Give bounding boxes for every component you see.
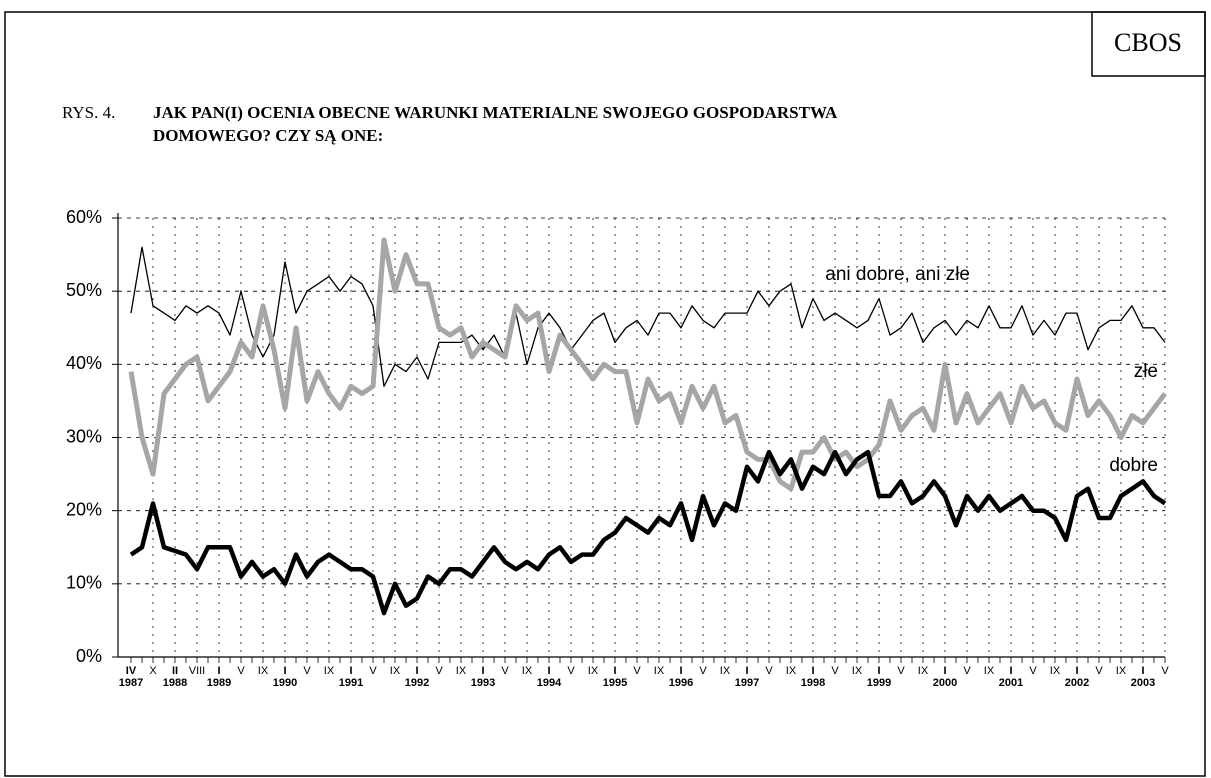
x-tick-label: V — [237, 665, 245, 677]
x-tick-label: IX — [984, 665, 995, 677]
x-tick-label: V — [435, 665, 443, 677]
year-label: 1991 — [339, 677, 363, 689]
x-tick-label: I — [415, 665, 418, 677]
badge-box — [1091, 11, 1206, 77]
x-tick-label: VIII — [189, 665, 206, 677]
x-tick-label: V — [303, 665, 311, 677]
x-tick-label: I — [943, 665, 946, 677]
x-tick-label: I — [745, 665, 748, 677]
x-tick-label: IX — [588, 665, 599, 677]
x-tick-label: I — [1009, 665, 1012, 677]
x-tick-label: V — [1095, 665, 1103, 677]
year-label: 1997 — [735, 677, 759, 689]
x-tick-label: IX — [720, 665, 731, 677]
x-tick-label: X — [149, 665, 157, 677]
x-tick-label: V — [501, 665, 509, 677]
x-tick-label: I — [349, 665, 352, 677]
year-label: 1989 — [207, 677, 231, 689]
series-label: złe — [1134, 361, 1158, 382]
y-tick-label: 20% — [66, 499, 102, 519]
y-tick-label: 10% — [66, 573, 102, 593]
x-tick-label: I — [679, 665, 682, 677]
series-label: ani dobre, ani złe — [825, 264, 970, 285]
x-tick-label: I — [811, 665, 814, 677]
x-tick-label: IV — [126, 665, 137, 677]
x-tick-label: IX — [786, 665, 797, 677]
x-tick-label: V — [963, 665, 971, 677]
x-tick-label: I — [1075, 665, 1078, 677]
x-tick-label: I — [217, 665, 220, 677]
year-label: 2001 — [999, 677, 1023, 689]
series-line — [130, 246, 1166, 387]
page-frame — [4, 11, 1206, 777]
x-tick-label: V — [897, 665, 905, 677]
year-label: 1996 — [669, 677, 693, 689]
x-tick-label: I — [1141, 665, 1144, 677]
x-tick-label: I — [613, 665, 616, 677]
year-label: 1992 — [405, 677, 429, 689]
x-tick-label: I — [283, 665, 286, 677]
x-tick-label: I — [877, 665, 880, 677]
figure-prefix: RYS. 4. — [62, 103, 115, 122]
title-line: DOMOWEGO? CZY SĄ ONE: — [153, 126, 383, 145]
y-tick-label: 60% — [66, 207, 102, 227]
x-tick-label: I — [547, 665, 550, 677]
year-label: 1987 — [119, 677, 143, 689]
x-tick-label: V — [1161, 665, 1169, 677]
x-tick-label: I — [481, 665, 484, 677]
series-label: dobre — [1109, 455, 1158, 476]
x-tick-label: IX — [522, 665, 533, 677]
y-tick-label: 40% — [66, 353, 102, 373]
title-line: JAK PAN(I) OCENIA OBECNE WARUNKI MATERIA… — [153, 103, 838, 122]
year-label: 2003 — [1131, 677, 1155, 689]
y-tick-label: 50% — [66, 280, 102, 300]
y-tick-label: 0% — [76, 646, 102, 666]
series-line — [128, 237, 1167, 492]
x-tick-label: V — [633, 665, 641, 677]
x-tick-label: II — [172, 665, 178, 677]
x-tick-label: IX — [852, 665, 863, 677]
x-tick-label: IX — [918, 665, 929, 677]
badge: CBOS — [1114, 28, 1182, 57]
x-tick-label: IX — [390, 665, 401, 677]
x-tick-label: IX — [654, 665, 665, 677]
year-label: 1988 — [163, 677, 187, 689]
x-tick-label: V — [369, 665, 377, 677]
x-tick-label: V — [699, 665, 707, 677]
x-tick-label: IX — [456, 665, 467, 677]
x-tick-label: V — [831, 665, 839, 677]
x-tick-label: V — [765, 665, 773, 677]
x-tick-label: IX — [1050, 665, 1061, 677]
x-tick-label: V — [567, 665, 575, 677]
year-label: 2002 — [1065, 677, 1089, 689]
x-tick-label: IX — [1116, 665, 1127, 677]
year-label: 2000 — [933, 677, 957, 689]
year-label: 1999 — [867, 677, 891, 689]
year-label: 1995 — [603, 677, 627, 689]
year-label: 1993 — [471, 677, 495, 689]
x-tick-label: IX — [258, 665, 269, 677]
year-label: 1994 — [537, 677, 562, 689]
series-line — [129, 449, 1167, 616]
year-label: 1998 — [801, 677, 825, 689]
y-tick-label: 30% — [66, 426, 102, 446]
year-label: 1990 — [273, 677, 297, 689]
x-tick-label: V — [1029, 665, 1037, 677]
x-tick-label: IX — [324, 665, 335, 677]
